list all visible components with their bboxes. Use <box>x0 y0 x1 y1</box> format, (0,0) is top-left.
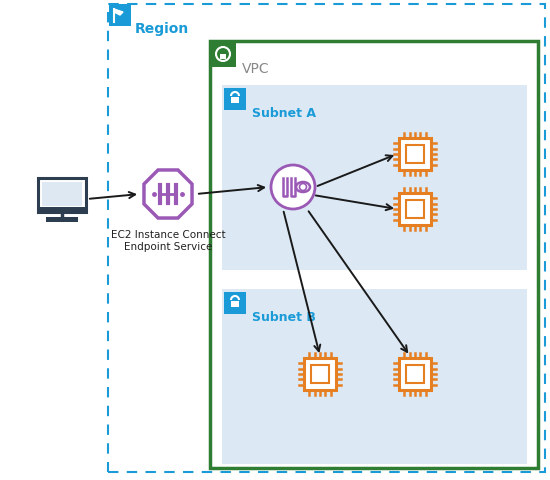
Text: Subnet B: Subnet B <box>252 311 316 324</box>
FancyBboxPatch shape <box>109 5 131 27</box>
FancyBboxPatch shape <box>222 289 527 464</box>
Polygon shape <box>114 10 123 16</box>
FancyBboxPatch shape <box>210 42 236 68</box>
FancyBboxPatch shape <box>304 358 336 390</box>
FancyBboxPatch shape <box>224 89 246 111</box>
FancyBboxPatch shape <box>220 55 226 60</box>
FancyBboxPatch shape <box>399 358 431 390</box>
FancyBboxPatch shape <box>406 201 424 218</box>
Circle shape <box>300 184 306 191</box>
FancyBboxPatch shape <box>46 217 78 223</box>
FancyBboxPatch shape <box>224 292 246 314</box>
FancyBboxPatch shape <box>222 86 527 270</box>
FancyBboxPatch shape <box>406 146 424 164</box>
FancyBboxPatch shape <box>231 98 239 104</box>
Text: Region: Region <box>135 22 189 36</box>
Ellipse shape <box>296 182 310 192</box>
FancyBboxPatch shape <box>406 365 424 383</box>
FancyBboxPatch shape <box>42 182 82 206</box>
FancyBboxPatch shape <box>399 139 431 171</box>
FancyBboxPatch shape <box>311 365 329 383</box>
Text: VPC: VPC <box>242 62 270 76</box>
FancyBboxPatch shape <box>38 207 86 213</box>
Text: Subnet A: Subnet A <box>252 107 316 120</box>
Polygon shape <box>144 170 192 218</box>
FancyBboxPatch shape <box>231 301 239 307</box>
Circle shape <box>271 166 315 210</box>
Text: EC2 Instance Connect
Endpoint Service: EC2 Instance Connect Endpoint Service <box>111 229 226 251</box>
FancyBboxPatch shape <box>38 179 86 213</box>
FancyBboxPatch shape <box>399 193 431 226</box>
